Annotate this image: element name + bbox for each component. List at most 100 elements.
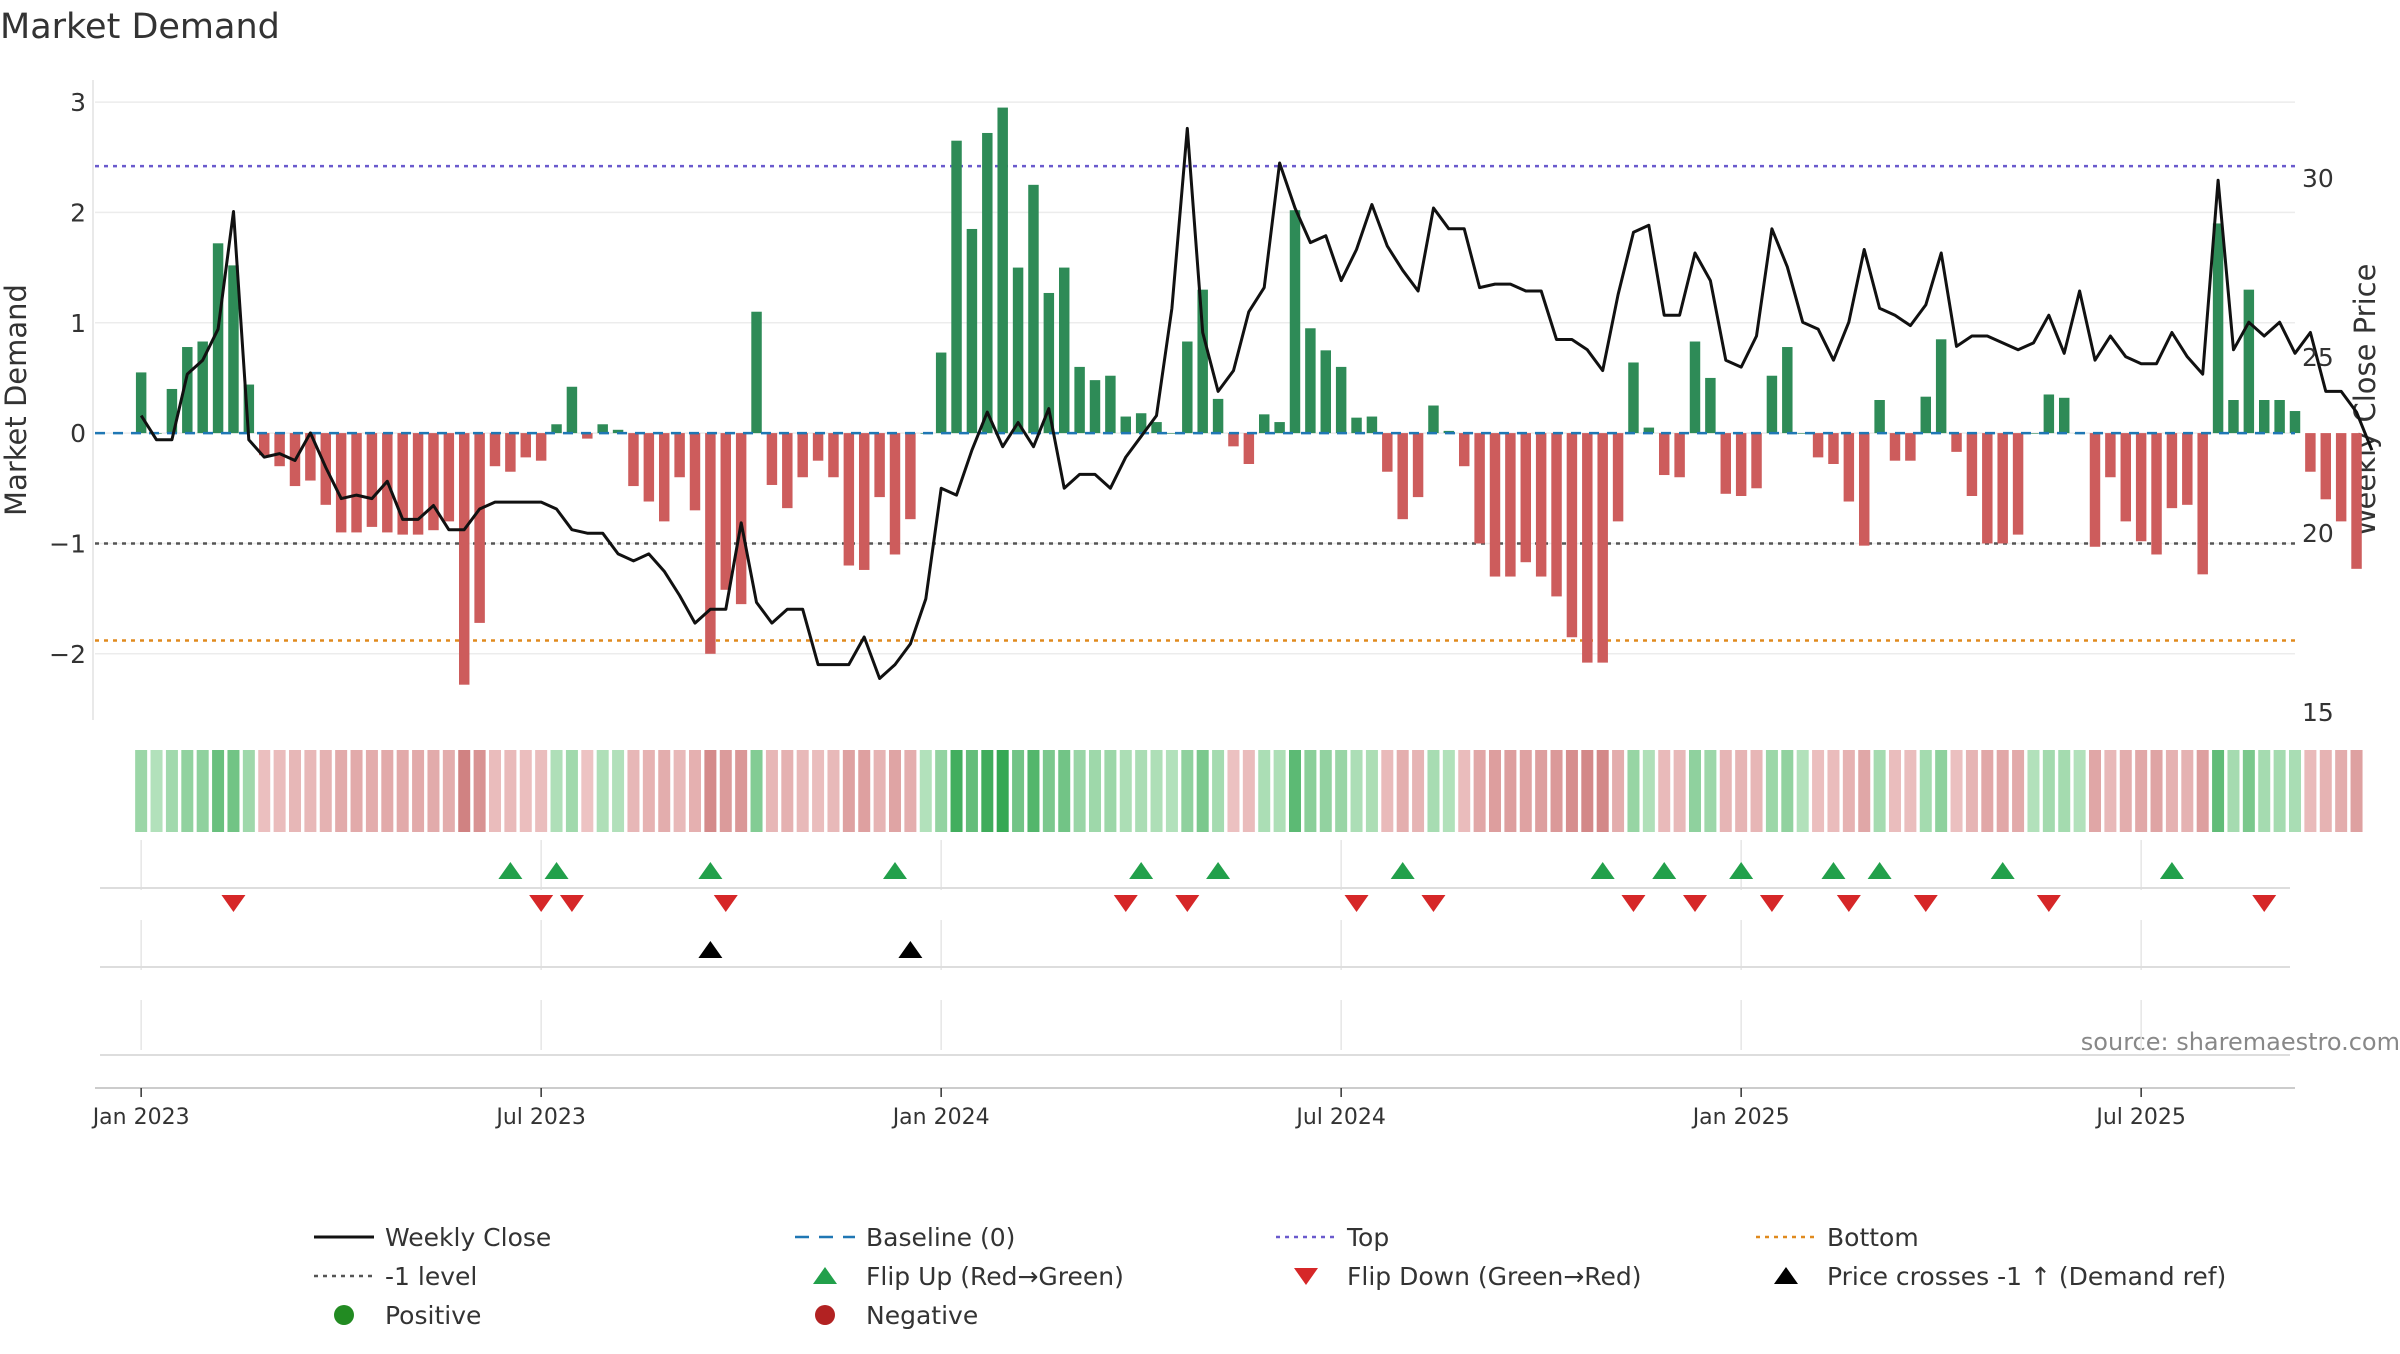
demand-bar	[1505, 433, 1516, 577]
demand-bar	[274, 433, 285, 467]
demand-bar	[1659, 433, 1670, 476]
heat-strip-cell	[2073, 750, 2086, 832]
heat-strip-cell	[1335, 750, 1348, 832]
demand-bar	[751, 311, 762, 434]
heat-strip-cell	[996, 750, 1009, 832]
heat-strip-cell	[1212, 750, 1225, 832]
price-cross-marker	[898, 941, 923, 958]
x-tick-label: Jan 2023	[91, 1105, 190, 1130]
heat-strip-cell	[1073, 750, 1086, 832]
heat-strip-cell	[2350, 750, 2363, 832]
demand-bar	[1105, 375, 1116, 434]
heat-strip-cell	[765, 750, 778, 832]
heat-strip-cell	[2304, 750, 2317, 832]
heat-strip-cell	[950, 750, 963, 832]
flip-down-marker	[1683, 895, 1707, 912]
heat-strip-cell	[1935, 750, 1948, 832]
heat-strip-cell	[1627, 750, 1640, 832]
heat-strip-cell	[242, 750, 255, 832]
heat-strip-cell	[2027, 750, 2040, 832]
demand-bar	[1074, 366, 1085, 434]
flip-up-marker	[1990, 862, 2015, 879]
demand-bar	[889, 433, 901, 555]
demand-bar	[997, 107, 1008, 434]
heat-strip-cell	[627, 750, 640, 832]
flip-down-marker	[529, 895, 554, 912]
heat-strip-cell	[2104, 750, 2117, 832]
legend-label: Positive	[385, 1301, 481, 1330]
demand-bar	[1551, 433, 1562, 597]
flip-up-marker	[2159, 862, 2184, 879]
x-tick-label: Jul 2023	[494, 1105, 586, 1130]
heat-strip-cell	[1581, 750, 1594, 832]
legend-flip-down-icon	[1294, 1268, 1318, 1285]
legend-price-cross-icon	[1774, 1267, 1798, 1284]
demand-bar	[566, 386, 578, 434]
heat-strip-cell	[1396, 750, 1409, 832]
demand-bar	[1351, 417, 1362, 434]
x-tick-label: Jan 2024	[891, 1105, 990, 1130]
demand-bar	[2151, 433, 2162, 555]
demand-bar	[489, 433, 501, 467]
heat-strip-cell	[504, 750, 517, 832]
demand-bar	[535, 433, 547, 461]
demand-bar	[135, 372, 147, 434]
demand-bar	[689, 433, 701, 511]
demand-bar	[1428, 405, 1439, 434]
demand-bar	[1828, 433, 1839, 464]
demand-bar	[982, 132, 993, 434]
demand-bar	[843, 433, 855, 566]
demand-bar	[1643, 427, 1655, 434]
heat-strip-cell	[1735, 750, 1748, 832]
legend-label: Negative	[866, 1301, 978, 1330]
demand-bar	[1782, 347, 1793, 434]
heat-strip-cell	[2196, 750, 2209, 832]
heat-strip-cell	[1765, 750, 1778, 832]
heat-strip-cell	[165, 750, 178, 832]
demand-bar	[1628, 362, 1639, 434]
heat-strip-cell	[2335, 750, 2348, 832]
heat-strip-cell	[1104, 750, 1117, 832]
heat-strip-cell	[1689, 750, 1701, 832]
demand-bar	[412, 433, 424, 535]
demand-bar	[1859, 433, 1870, 546]
legend-label: Weekly Close	[385, 1223, 551, 1252]
heat-strip-cell	[2012, 750, 2025, 832]
flip-up-marker	[544, 862, 569, 879]
legend-label: Flip Down (Green→Red)	[1347, 1262, 1642, 1291]
heat-strip-cell	[719, 750, 732, 832]
demand-bar	[520, 433, 531, 458]
demand-bar	[643, 433, 655, 502]
demand-bar	[1366, 416, 1378, 434]
legend-label: Price crosses -1 ↑ (Demand ref)	[1827, 1262, 2226, 1291]
heat-strip-cell	[1750, 750, 1763, 832]
heat-strip-cell	[1612, 750, 1625, 832]
demand-bar	[2182, 433, 2193, 505]
demand-bar	[1566, 433, 1578, 638]
heat-strip-cell	[1873, 750, 1886, 832]
heat-strip-cell	[2258, 750, 2271, 832]
flip-down-marker	[1759, 895, 1784, 912]
heat-strip-cell	[2135, 750, 2148, 832]
heat-strip-cell	[1381, 750, 1394, 832]
flip-down-marker	[2036, 895, 2061, 912]
heat-strip-cell	[1812, 750, 1825, 832]
heat-strip-cell	[673, 750, 686, 832]
heat-strip-cell	[642, 750, 655, 832]
demand-bar	[2166, 433, 2178, 509]
demand-bar	[582, 433, 593, 439]
heat-strip-cell	[442, 750, 455, 832]
heat-strip-cell	[2242, 750, 2255, 832]
heat-strip-cell	[196, 750, 209, 832]
heat-strip-cell	[1181, 750, 1194, 832]
y-tick-label-right: 30	[2302, 164, 2334, 193]
heat-strip-cell	[1504, 750, 1517, 832]
demand-bar	[1012, 267, 1024, 434]
heat-strip-cell	[2058, 750, 2071, 832]
heat-strip-cell	[1719, 750, 1732, 832]
heat-strip-cell	[1550, 750, 1563, 832]
legend-positive-icon	[334, 1305, 354, 1325]
heat-strip-cell	[273, 750, 286, 832]
heat-strip-cell	[1642, 750, 1655, 832]
demand-bar	[2320, 433, 2331, 500]
